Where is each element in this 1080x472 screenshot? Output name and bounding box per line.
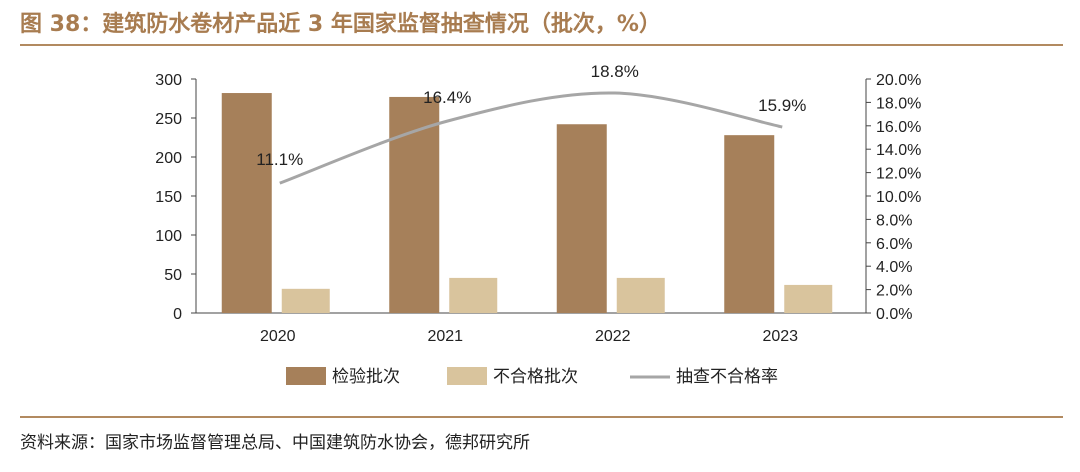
y-right-tick-label: 18.0% bbox=[876, 95, 921, 112]
legend-label-inspected: 检验批次 bbox=[332, 367, 400, 387]
bar-failed-2022 bbox=[616, 277, 665, 313]
rate-data-label: 16.4% bbox=[423, 88, 471, 107]
legend-label-rate: 抽查不合格率 bbox=[676, 367, 778, 387]
bar-failed-2020 bbox=[281, 288, 330, 313]
line-failure-rate bbox=[279, 91, 783, 185]
source-note: 资料来源：国家市场监督管理总局、中国建筑防水协会，德邦研究所 bbox=[20, 433, 530, 453]
legend-swatch-failed bbox=[447, 367, 487, 385]
legend-swatch-inspected bbox=[286, 367, 326, 385]
y-left-tick-label: 150 bbox=[155, 189, 182, 206]
y-right-tick-label: 4.0% bbox=[876, 259, 912, 276]
y-right-tick-label: 2.0% bbox=[876, 283, 912, 300]
y-left-tick-label: 300 bbox=[155, 72, 182, 89]
y-left-tick-label: 50 bbox=[164, 267, 182, 284]
y-right-tick-label: 12.0% bbox=[876, 166, 921, 183]
y-left-tick-label: 200 bbox=[155, 150, 182, 167]
chart-title: 图 38：建筑防水卷材产品近 3 年国家监督抽查情况（批次，%） bbox=[20, 12, 661, 37]
rate-data-label: 15.9% bbox=[758, 96, 806, 115]
y-right-tick-label: 8.0% bbox=[876, 212, 912, 229]
bar-inspected-2023 bbox=[724, 135, 775, 313]
legend-label-failed: 不合格批次 bbox=[493, 367, 578, 387]
y-right-tick-label: 6.0% bbox=[876, 236, 912, 253]
title-divider bbox=[20, 44, 1063, 46]
rate-data-label: 18.8% bbox=[591, 62, 639, 81]
x-tick-label: 2020 bbox=[260, 328, 296, 345]
y-right-tick-label: 16.0% bbox=[876, 119, 921, 136]
bar-inspected-2022 bbox=[556, 124, 607, 314]
x-tick-label: 2022 bbox=[595, 328, 631, 345]
y-left-tick-label: 250 bbox=[155, 111, 182, 128]
bar-inspected-2020 bbox=[221, 93, 272, 313]
y-right-tick-label: 0.0% bbox=[876, 306, 912, 323]
x-tick-label: 2021 bbox=[427, 328, 463, 345]
footer-divider bbox=[20, 416, 1063, 418]
bar-failed-2023 bbox=[784, 284, 833, 313]
rate-data-label: 11.1% bbox=[256, 150, 303, 169]
y-left-tick-label: 0 bbox=[173, 306, 182, 323]
x-tick-label: 2023 bbox=[762, 328, 798, 345]
y-right-tick-label: 20.0% bbox=[876, 72, 921, 89]
y-left-tick-label: 100 bbox=[155, 228, 182, 245]
y-right-tick-label: 10.0% bbox=[876, 189, 921, 206]
y-right-tick-label: 14.0% bbox=[876, 142, 921, 159]
bar-inspected-2021 bbox=[389, 96, 440, 313]
bar-failed-2021 bbox=[449, 277, 498, 313]
